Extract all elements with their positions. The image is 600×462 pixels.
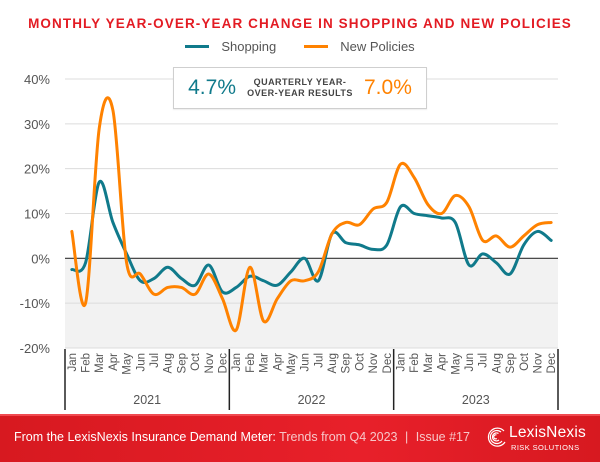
x-tick-label: Aug: [491, 353, 503, 373]
y-tick-label: 30%: [24, 117, 50, 132]
quarterly-results-box: 4.7% QUARTERLY YEAR-OVER-YEAR RESULTS 7.…: [173, 67, 427, 109]
x-tick-label: Nov: [368, 353, 380, 374]
year-label: 2021: [133, 393, 161, 407]
x-tick-label: Jul: [478, 353, 490, 368]
series-line-shopping: [70, 179, 553, 295]
x-tick-label: Mar: [94, 353, 106, 373]
footer-source-bold: From the LexisNexis Insurance Demand Met…: [14, 430, 276, 444]
chart-plot: 40%30%20%10%0%-10%-20%Jan Feb Mar Apr May Jun…: [20, 72, 559, 410]
lexisnexis-swirl-icon: [487, 427, 506, 447]
legend-label-shopping: Shopping: [221, 39, 277, 54]
x-tick-label: Jul: [313, 353, 325, 368]
x-tick-label: Apr: [272, 353, 284, 371]
x-tick-label: Jul: [149, 353, 161, 368]
x-tick-label: Dec: [382, 353, 394, 374]
x-tick-label: Jan: [231, 353, 243, 372]
x-tick-label: Jun: [135, 353, 147, 372]
x-tick-label: Jan: [67, 353, 79, 372]
legend-item-shopping: Shopping: [185, 39, 276, 54]
y-tick-label: -20%: [20, 341, 51, 356]
y-tick-label: 20%: [24, 162, 50, 177]
legend: Shopping New Policies: [0, 39, 600, 54]
x-tick-label: Jun: [300, 353, 312, 372]
x-tick-label: Dec: [546, 353, 558, 374]
x-tick-label: Apr: [108, 353, 120, 371]
x-tick-label: Aug: [163, 353, 175, 373]
x-tick-label: May: [286, 353, 298, 375]
x-tick-label: Oct: [190, 352, 202, 371]
logo-name: LexisNexis: [509, 424, 586, 441]
footer-issue: Issue #17: [415, 430, 470, 444]
x-tick-label: May: [450, 353, 462, 375]
lexisnexis-logo: LexisNexis RISK SOLUTIONS: [484, 424, 594, 456]
x-tick-label: Mar: [423, 353, 435, 373]
footer-source: From the LexisNexis Insurance Demand Met…: [14, 430, 470, 444]
legend-swatch-new-policies: [304, 45, 329, 48]
shopping-quarterly-value: 4.7%: [188, 76, 236, 99]
chart-title: MONTHLY YEAR-OVER-YEAR CHANGE IN SHOPPIN…: [28, 16, 572, 31]
x-tick-label: Mar: [259, 353, 271, 373]
footer-banner: From the LexisNexis Insurance Demand Met…: [0, 414, 600, 462]
x-tick-label: Sep: [176, 353, 188, 373]
year-label: 2022: [298, 393, 326, 407]
x-tick-label: Sep: [505, 353, 517, 373]
x-tick-label: Nov: [532, 353, 544, 374]
x-tick-label: Sep: [341, 353, 353, 373]
legend-label-new-policies: New Policies: [340, 39, 415, 54]
footer-source-period: Trends from Q4 2023: [279, 430, 398, 444]
year-label: 2023: [462, 393, 490, 407]
quarterly-results-label: QUARTERLY YEAR-OVER-YEAR RESULTS: [247, 77, 353, 98]
x-tick-label: Feb: [81, 353, 93, 373]
legend-swatch-shopping: [185, 45, 210, 48]
x-tick-label: Nov: [204, 353, 216, 374]
x-tick-label: Feb: [409, 353, 421, 373]
x-tick-label: Aug: [327, 353, 339, 373]
legend-item-new-policies: New Policies: [304, 39, 415, 54]
footer-separator: |: [405, 430, 409, 444]
x-tick-label: May: [122, 353, 134, 375]
x-tick-label: Jun: [464, 353, 476, 372]
logo-subtitle: RISK SOLUTIONS: [511, 443, 580, 452]
x-tick-label: Jan: [396, 353, 408, 372]
y-tick-label: 0%: [31, 251, 50, 266]
new-policies-quarterly-value: 7.0%: [364, 76, 412, 99]
x-tick-label: Oct: [519, 352, 531, 371]
x-tick-label: Apr: [437, 353, 449, 371]
x-tick-label: Oct: [354, 352, 366, 371]
y-tick-label: 10%: [24, 207, 50, 222]
y-tick-label: -10%: [20, 296, 51, 311]
series-line-new-policies: [70, 96, 553, 333]
y-tick-label: 40%: [24, 72, 50, 87]
x-tick-label: Feb: [245, 353, 257, 373]
x-tick-label: Dec: [217, 353, 229, 374]
